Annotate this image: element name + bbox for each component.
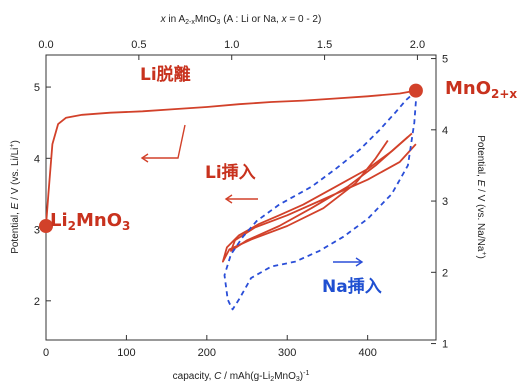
endpoint-marker-1 — [408, 83, 423, 98]
left-y-axis-label: Potential, E / V (vs. Li/Li+) — [9, 140, 21, 254]
label-li-desorption: Li脱離 — [140, 64, 191, 85]
y-right-tick-label-1: 2 — [442, 267, 448, 279]
x-tick-label-3: 300 — [278, 347, 296, 359]
top-axis-label: x in A2-xMnO3 (A : Li or Na, x = 0 - 2) — [160, 14, 322, 26]
y-right-tick-label-2: 3 — [442, 196, 448, 208]
endpoint-marker-0 — [39, 219, 53, 233]
x-tick-label-2: 200 — [198, 347, 216, 359]
x-tick-label-4: 400 — [358, 347, 376, 359]
label-na-insertion: Na挿入 — [322, 276, 382, 297]
series-line-2 — [229, 136, 417, 252]
series-line-3 — [223, 85, 420, 311]
label-mno2x: MnO2+x — [445, 78, 517, 101]
arrow-na-insertion — [333, 257, 364, 267]
top-tick-label-3: 1.5 — [317, 39, 332, 51]
arrow-li-desorption — [140, 124, 186, 163]
top-tick-label-2: 1.0 — [224, 39, 239, 51]
x-axis-label: capacity, C / mAh(g-Li2MnO3)-1 — [173, 370, 310, 383]
y-right-tick-label-4: 5 — [442, 54, 448, 66]
marker-layer — [39, 83, 423, 233]
y-left-tick-label-0: 2 — [34, 296, 40, 308]
label-li2mno3: Li2MnO3 — [50, 210, 130, 233]
y-right-tick-label-0: 1 — [442, 339, 448, 351]
arrow-li-insertion — [224, 194, 258, 204]
y-left-tick-label-2: 4 — [34, 153, 40, 165]
top-tick-label-4: 2.0 — [410, 39, 425, 51]
series-layer — [45, 85, 420, 311]
x-tick-label-1: 100 — [117, 347, 135, 359]
ticks: 0 100 200 300 400 0.0 0.5 1.0 1.5 2.0 2 3 4 5 1 2 3 4 5 — [34, 39, 448, 359]
series-line-0 — [45, 89, 417, 227]
label-li-insertion: Li挿入 — [205, 162, 256, 183]
plot-frame — [45, 54, 437, 341]
y-left-tick-label-1: 3 — [34, 225, 40, 237]
right-y-axis-label: Potential, E / V (vs. Na/Na+) — [475, 135, 487, 259]
top-tick-label-1: 0.5 — [131, 39, 146, 51]
top-tick-label-0: 0.0 — [38, 39, 53, 51]
y-right-tick-label-3: 4 — [442, 125, 448, 137]
series-line-1 — [221, 132, 413, 263]
x-tick-label-0: 0 — [43, 347, 49, 359]
y-left-tick-label-3: 5 — [34, 82, 40, 94]
